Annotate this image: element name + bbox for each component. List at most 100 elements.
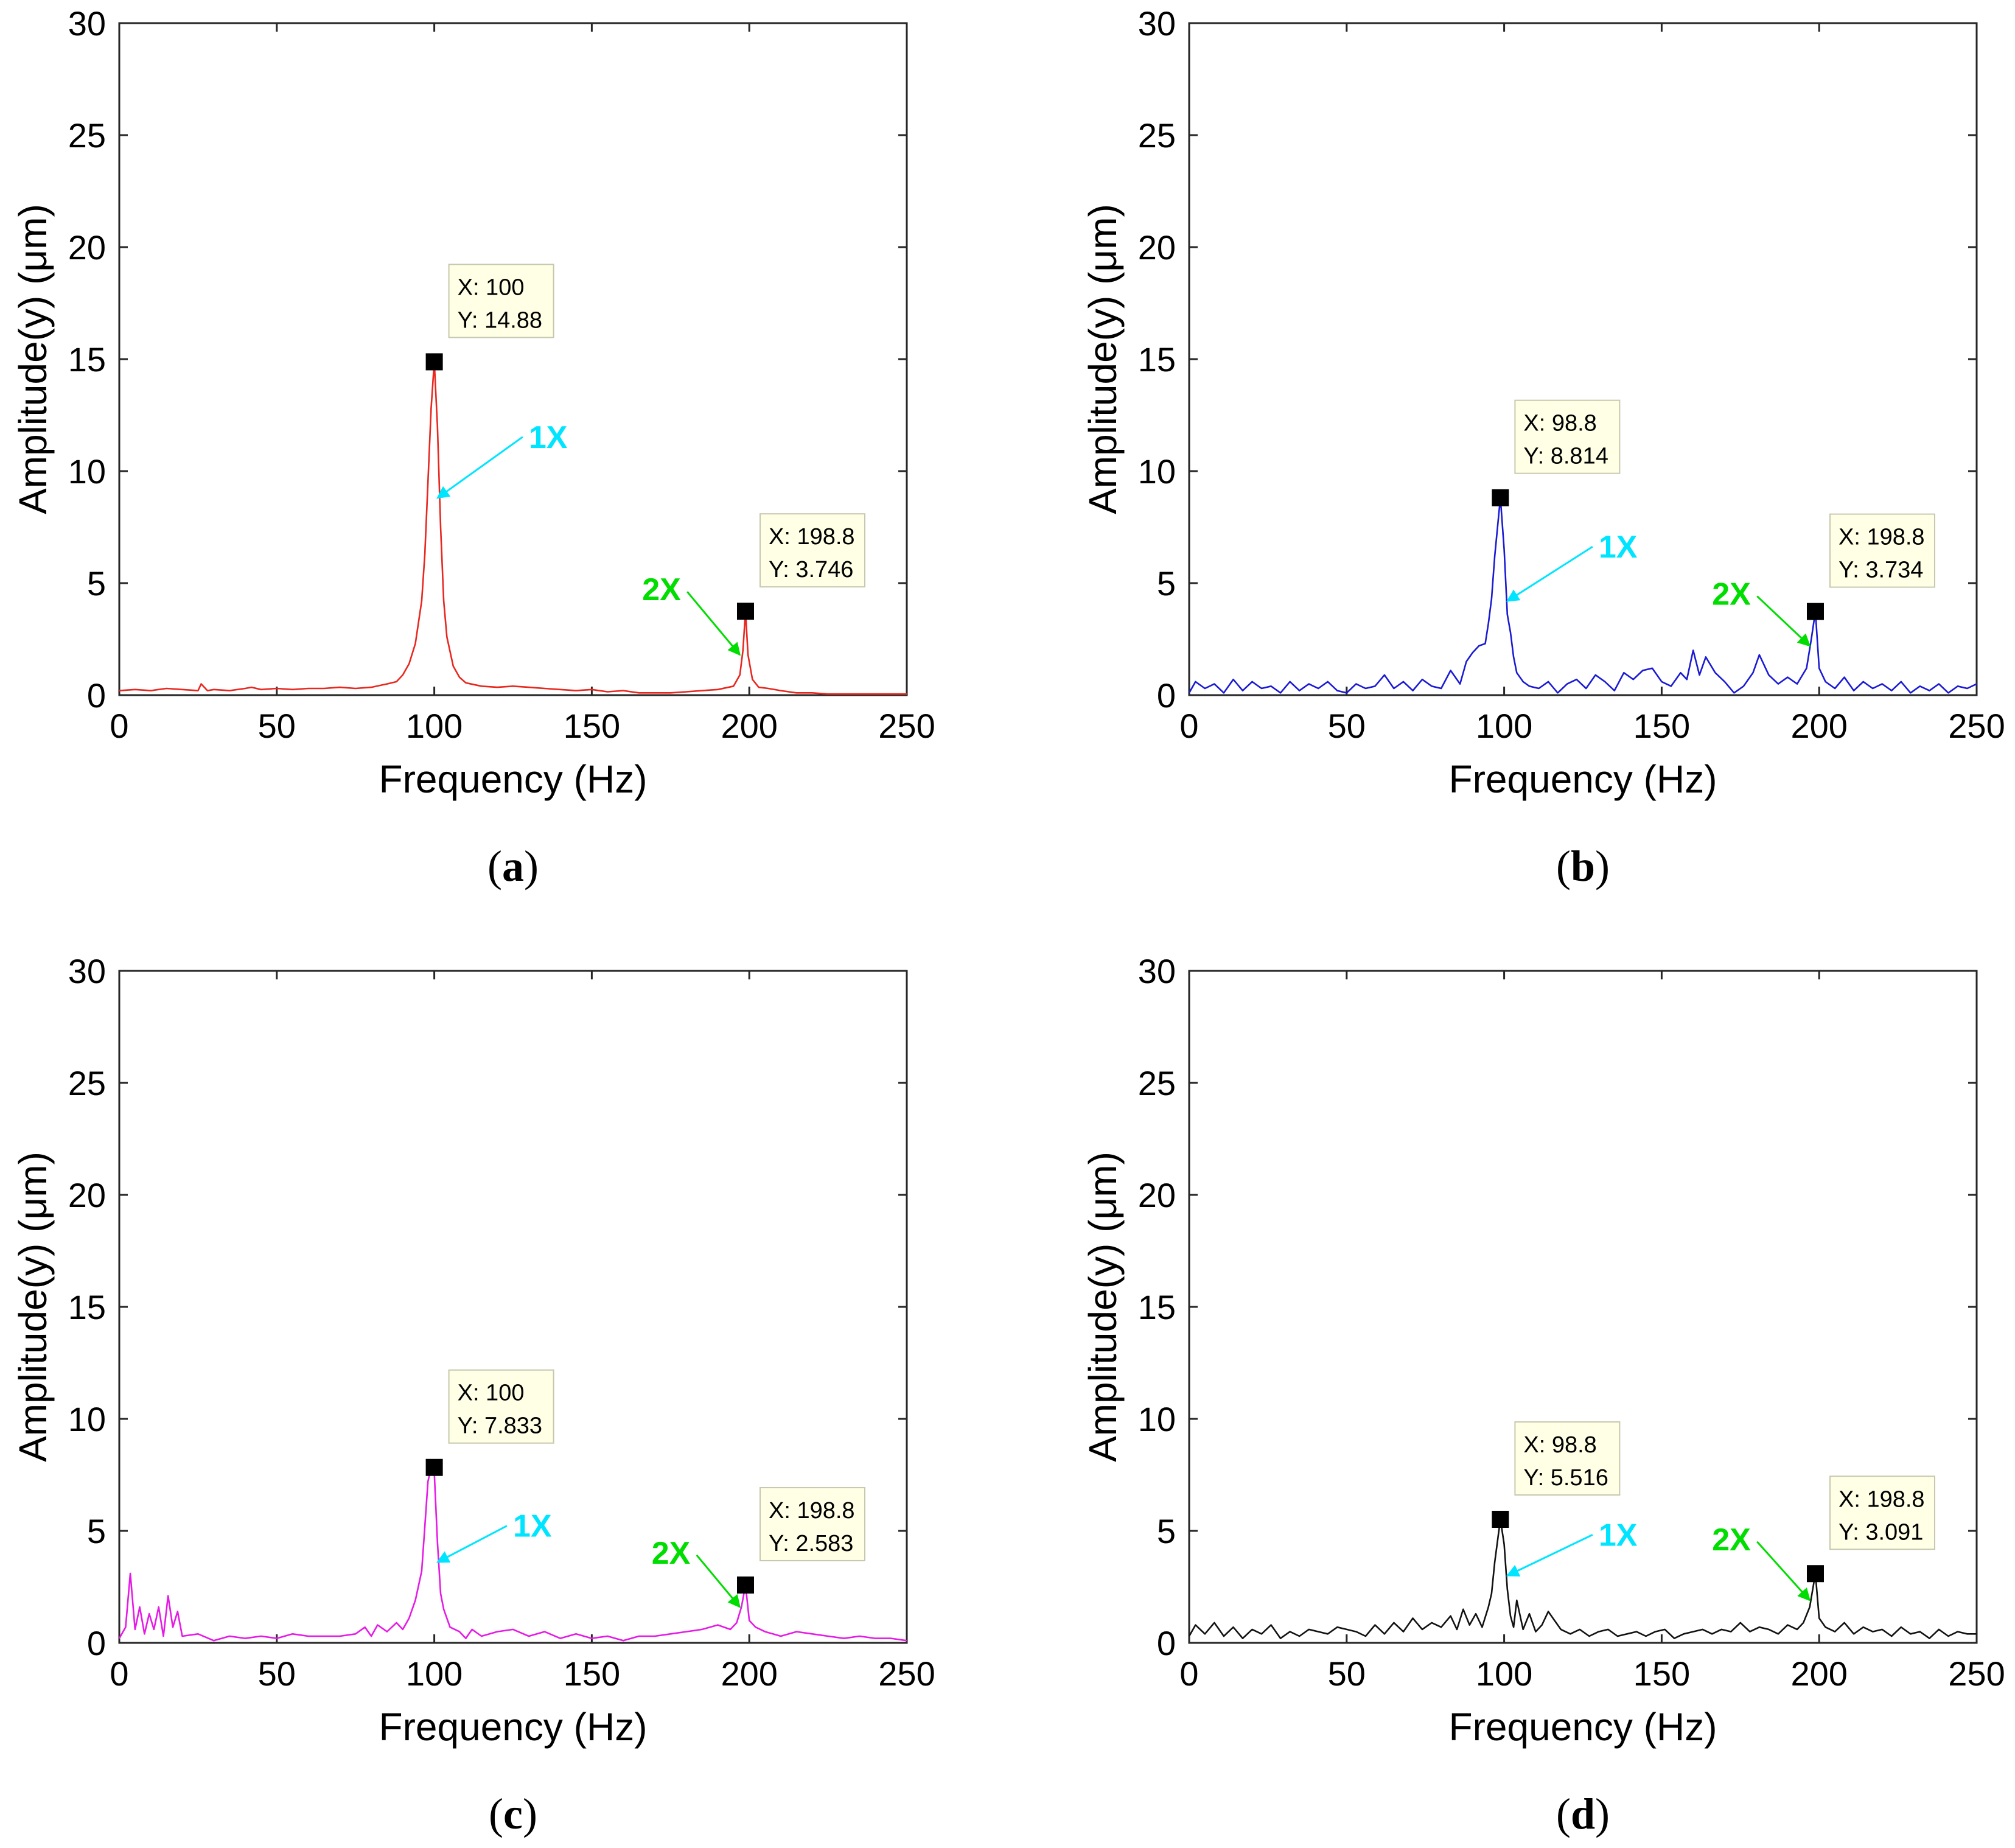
- datatip-box: [1829, 1475, 1935, 1550]
- datatip-x-text: X: 198.8: [769, 1498, 855, 1524]
- panel-label: (a): [487, 842, 539, 891]
- panel-label-letter: a: [502, 842, 524, 891]
- datatip-y-text: Y: 14.88: [458, 307, 542, 333]
- y-tick-label: 20: [68, 1176, 106, 1214]
- panel-label-letter: c: [503, 1790, 523, 1838]
- x-tick-label: 50: [1328, 707, 1366, 745]
- datatip-box: [448, 1369, 554, 1444]
- datatip-y-text: Y: 3.746: [769, 557, 853, 583]
- y-tick-label: 20: [68, 228, 106, 267]
- plot-frame: [118, 22, 908, 696]
- datatip-y-text: Y: 5.516: [1523, 1465, 1608, 1491]
- datatip-y-text: Y: 3.734: [1839, 558, 1923, 583]
- datatip-x-text: X: 100: [458, 275, 525, 300]
- y-tick-label: 0: [1157, 1624, 1176, 1662]
- datatip-x-text: X: 98.8: [1523, 1432, 1596, 1458]
- x-tick-label: 50: [1328, 1654, 1366, 1693]
- annotation-label: 1X: [1599, 530, 1638, 565]
- y-tick-label: 10: [68, 452, 106, 491]
- x-tick-label: 50: [258, 707, 296, 745]
- datatip-marker: [1806, 1565, 1824, 1583]
- y-tick-label: 5: [1157, 564, 1176, 603]
- panel-label-open: (: [487, 842, 502, 891]
- y-tick-label: 10: [1138, 1400, 1176, 1438]
- panel-label-close: ): [524, 842, 539, 891]
- x-tick-label: 0: [1179, 707, 1198, 745]
- x-tick-label: 0: [110, 707, 128, 745]
- panel-label: (d): [1556, 1790, 1610, 1838]
- y-tick-label: 30: [68, 952, 106, 990]
- series-line-b: [1188, 497, 1977, 694]
- y-axis-label: Amplitude(y) (μm): [1081, 1152, 1125, 1462]
- x-tick-label: 250: [1948, 1654, 2005, 1693]
- annotation-arrow: [436, 436, 523, 499]
- datatip-marker: [1492, 489, 1509, 506]
- panel-label-open: (: [489, 1790, 503, 1838]
- datatip-marker: [736, 1576, 754, 1594]
- x-tick-label: 150: [564, 1654, 620, 1693]
- datatip-box: [1514, 1421, 1621, 1496]
- annotation-arrow: [1756, 1541, 1811, 1601]
- annotation-label: 2X: [1712, 1522, 1751, 1558]
- x-tick-label: 100: [406, 1654, 463, 1693]
- annotation-label: 2X: [642, 572, 681, 607]
- y-tick-label: 5: [87, 1512, 106, 1550]
- y-tick-label: 5: [87, 564, 106, 603]
- chart-panel-d: 0 50 100 150 200 250 0 5 10 15 20 25 30 Frequency (Hz…: [1081, 952, 2005, 1838]
- panel-label-letter: b: [1571, 842, 1595, 891]
- x-axis-label: Frequency (Hz): [379, 1705, 648, 1749]
- y-tick-label: 10: [1138, 452, 1176, 491]
- datatip-box: [1514, 399, 1621, 474]
- datatip-x-text: X: 98.8: [1523, 411, 1596, 436]
- y-tick-label: 15: [68, 1288, 106, 1326]
- annotation-label: 2X: [1712, 576, 1751, 612]
- datatip-x-text: X: 198.8: [1839, 525, 1925, 550]
- y-tick-label: 20: [1138, 228, 1176, 267]
- datatip-box: [759, 1486, 865, 1561]
- x-axis-label: Frequency (Hz): [1449, 757, 1717, 801]
- panel-label-letter: d: [1571, 1790, 1595, 1838]
- datatip-x-text: X: 100: [458, 1381, 525, 1406]
- datatip-x-text: X: 198.8: [769, 524, 855, 550]
- x-tick-label: 250: [1948, 707, 2005, 745]
- annotation-label: 1X: [513, 1509, 552, 1544]
- x-tick-label: 100: [1476, 707, 1532, 745]
- y-tick-label: 5: [1157, 1512, 1176, 1550]
- y-tick-label: 15: [68, 340, 106, 379]
- annotation-label: 2X: [652, 1536, 691, 1571]
- datatip-box: [759, 513, 865, 588]
- chart-panel-a: 0 50 100 150 200 250 0 5 10 15 20 25 30 Frequency (Hz…: [11, 4, 935, 891]
- plot-frame: [1188, 22, 1978, 696]
- x-tick-label: 200: [1790, 707, 1847, 745]
- datatip-y-text: Y: 2.583: [769, 1531, 853, 1556]
- y-tick-label: 25: [1138, 1064, 1176, 1102]
- datatip-marker: [736, 603, 754, 620]
- x-tick-label: 250: [878, 707, 935, 745]
- x-tick-label: 0: [110, 1654, 128, 1693]
- y-tick-label: 25: [68, 1064, 106, 1102]
- y-tick-label: 30: [1138, 4, 1176, 43]
- annotation-arrow: [1756, 595, 1811, 647]
- x-tick-label: 150: [1633, 707, 1690, 745]
- y-tick-label: 0: [87, 676, 106, 715]
- x-axis-label: Frequency (Hz): [1449, 1705, 1717, 1749]
- y-tick-label: 20: [1138, 1176, 1176, 1214]
- x-tick-label: 150: [564, 707, 620, 745]
- panel-label: (b): [1556, 842, 1610, 891]
- datatip-x-text: X: 198.8: [1839, 1486, 1925, 1512]
- annotation-arrow: [1506, 1534, 1593, 1577]
- y-tick-label: 10: [68, 1400, 106, 1438]
- datatip-y-text: Y: 3.091: [1839, 1519, 1923, 1545]
- annotation-arrow: [436, 1525, 508, 1563]
- x-tick-label: 200: [1790, 1654, 1847, 1693]
- x-axis-label: Frequency (Hz): [379, 757, 648, 801]
- panel-label-open: (: [1556, 842, 1571, 891]
- series-line-d: [1188, 1518, 1977, 1639]
- x-tick-label: 100: [406, 707, 463, 745]
- x-tick-label: 0: [1179, 1654, 1198, 1693]
- chart-panel-c: 0 50 100 150 200 250 0 5 10 15 20 25 30 Frequency (Hz…: [11, 952, 935, 1838]
- annotation-arrow: [1506, 545, 1593, 602]
- y-tick-label: 30: [68, 4, 106, 43]
- annotation-arrow: [696, 1554, 741, 1608]
